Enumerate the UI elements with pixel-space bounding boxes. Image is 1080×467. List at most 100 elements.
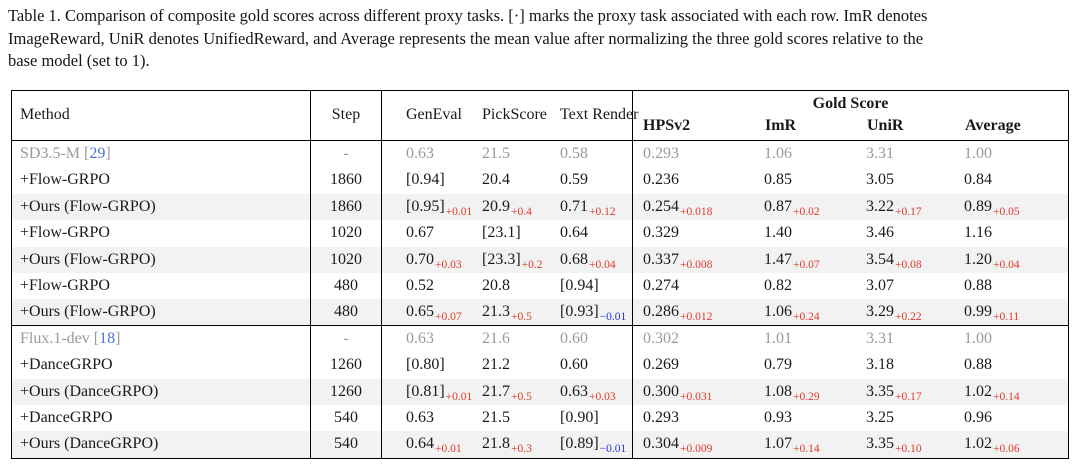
table-row: +Ours (Flow-GRPO) 1020 0.70+0.03 [23.3]+0.2… (12, 246, 1068, 274)
value-cell: 0.52 (382, 273, 458, 299)
column-header-step: Step (310, 91, 382, 140)
score-value: 1.06 (764, 303, 792, 321)
score-value: 21.2 (482, 356, 510, 374)
method-cell: +DanceGRPO (20, 408, 113, 426)
value-cell: 0.293 (632, 141, 752, 168)
value-cell: 0.96 (952, 405, 1068, 431)
score-value: 1.06 (764, 145, 792, 162)
citation-number[interactable]: 29 (89, 145, 106, 162)
method-cell: Flux.1-dev [18] (20, 329, 121, 347)
table-row: Flux.1-dev [18] - 0.63 21.6 0.60 0.302 1.01 3.3… (12, 325, 1068, 353)
value-cell: 1.07+0.14 (752, 431, 854, 458)
score-value: 1.16 (964, 224, 992, 242)
delta-subscript: +0.04 (993, 258, 1020, 271)
value-cell: 1.06+0.24 (752, 299, 854, 326)
value-cell: 0.99+0.11 (952, 299, 1068, 326)
value-cell: [0.80] (382, 352, 458, 378)
score-value: 0.269 (643, 356, 679, 374)
step-cell: 540 (310, 431, 382, 459)
score-value: 21.7 (482, 382, 510, 400)
value-cell: 3.18 (854, 352, 952, 378)
table-row: +DanceGRPO 540 0.63 21.5 [0.90] 0.293 0.93 3.25… (12, 404, 1068, 432)
step-cell: 480 (310, 272, 382, 300)
value-cell: 3.25 (854, 405, 952, 431)
value-cell: 21.7+0.5 (458, 379, 536, 406)
delta-subscript: +0.06 (993, 443, 1020, 456)
score-value: 3.29 (866, 303, 894, 321)
value-cell: 3.31 (854, 326, 952, 352)
value-cell: 0.85 (752, 167, 854, 193)
score-value: 3.35 (866, 382, 894, 400)
citation-link[interactable]: [29] (84, 145, 111, 162)
score-value: 0.304 (643, 435, 679, 453)
score-value: 0.52 (406, 276, 434, 294)
value-cell: 0.269 (632, 352, 752, 379)
value-cell: 21.8+0.3 (458, 431, 536, 458)
value-cell: 3.35+0.17 (854, 379, 952, 406)
caption-line-2: ImageReward, UniR denotes UnifiedReward,… (8, 28, 924, 48)
value-cell: [23.1] (458, 220, 536, 246)
delta-subscript: +0.5 (511, 390, 532, 403)
score-value: 20.4 (482, 171, 510, 189)
column-header-pickscore: PickScore (482, 106, 547, 123)
value-cell: [0.94] (536, 273, 632, 299)
table-row: SD3.5-M [29] - 0.63 21.5 0.58 0.293 1.06 3.31 1.… (12, 141, 1068, 168)
caption-line-1: Table 1. Comparison of composite gold sc… (8, 6, 928, 25)
score-value: 0.99 (964, 303, 992, 321)
score-value: [0.90] (560, 408, 599, 426)
results-table: Method Step GenEval PickScore Text Rende… (11, 90, 1069, 459)
delta-subscript: +0.2 (521, 258, 543, 271)
value-cell: 0.293 (632, 404, 752, 432)
delta-subscript: +0.018 (680, 205, 713, 218)
value-cell: [0.81]+0.01 (382, 379, 472, 406)
value-cell: 0.64+0.01 (382, 431, 462, 458)
step-cell: 1860 (310, 193, 382, 222)
delta-subscript: +0.3 (511, 443, 532, 456)
score-value: 1.01 (764, 329, 792, 347)
method-cell: +Flow-GRPO (20, 276, 110, 294)
table-row: +DanceGRPO 1260 [0.80] 21.2 0.60 0.269 0.79 3.1… (12, 352, 1068, 379)
score-value: 0.337 (643, 250, 679, 268)
score-value: 0.59 (560, 171, 588, 189)
score-value: 0.302 (643, 329, 679, 347)
value-cell: 1.40 (752, 220, 854, 246)
table-row: +Ours (DanceGRPO) 1260 [0.81]+0.01 21.7+0.5… (12, 378, 1068, 406)
value-cell: 0.58 (536, 141, 632, 167)
value-cell: 0.65+0.07 (382, 299, 462, 326)
score-value: 0.84 (964, 171, 992, 189)
score-value: 3.31 (866, 329, 894, 347)
method-cell: +Ours (DanceGRPO) (20, 435, 159, 453)
column-header-goldscore: Gold Score (812, 95, 889, 112)
citation-number[interactable]: 18 (99, 329, 116, 347)
value-cell: [0.94] (382, 167, 458, 193)
step-cell: 540 (310, 404, 382, 432)
value-cell: 20.4 (458, 167, 536, 193)
score-value: 3.22 (866, 197, 894, 215)
score-value: 1.07 (764, 435, 792, 453)
score-value: 20.9 (482, 197, 510, 215)
value-cell: 0.300+0.031 (632, 378, 752, 406)
column-header-geneval: GenEval (406, 106, 462, 123)
value-cell: 0.88 (952, 352, 1068, 378)
score-value: 0.64 (560, 224, 588, 242)
value-cell: 21.3+0.5 (458, 299, 536, 326)
score-value: 21.5 (482, 145, 510, 162)
value-cell: 3.07 (854, 273, 952, 299)
score-value: 1.20 (964, 250, 992, 268)
gold-score-header-group: Gold Score HPSv2 ImR UniR Average (632, 91, 1068, 140)
score-value: 0.64 (406, 435, 434, 453)
score-value: 0.63 (406, 408, 434, 426)
value-cell: 0.63 (382, 405, 458, 431)
citation-link[interactable]: [18] (93, 329, 121, 347)
value-cell: [0.93]−0.01 (536, 299, 632, 326)
score-value: 20.8 (482, 276, 510, 294)
score-value: 0.63 (406, 329, 434, 347)
delta-subscript: +0.01 (445, 390, 473, 403)
value-cell: 3.22+0.17 (854, 194, 952, 221)
score-value: 3.18 (866, 356, 894, 374)
value-cell: 1.01 (752, 326, 854, 352)
score-value: 0.68 (560, 250, 588, 268)
score-value: 0.65 (406, 303, 434, 321)
score-value: 1.00 (964, 329, 992, 347)
value-cell: 1.06 (752, 141, 854, 167)
